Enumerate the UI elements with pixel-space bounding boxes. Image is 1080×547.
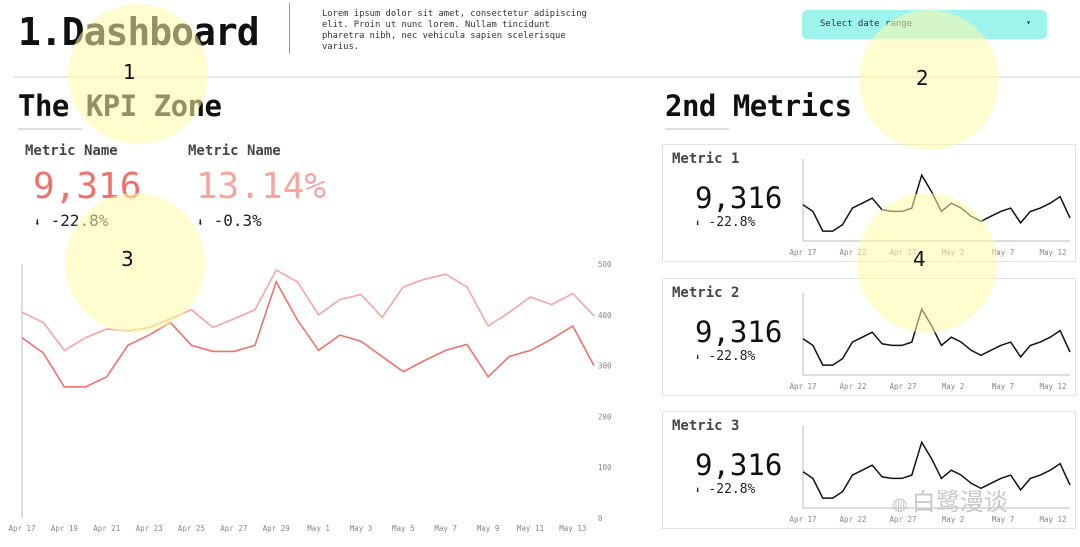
spark-x-tick-label: May 7 <box>992 382 1015 391</box>
header-divider <box>289 3 290 54</box>
spark-series-line <box>802 173 1071 232</box>
series-line-1 <box>21 269 595 352</box>
spark-x-tick-label: Apr 17 <box>789 515 816 524</box>
kpi-section-title: The KPI Zone <box>18 89 222 123</box>
metric-card-2-value: 9,316 <box>695 315 783 349</box>
kpi-metric-2-value: 13.14% <box>196 166 327 207</box>
page-title: 1.Dashboard <box>18 10 260 54</box>
metric-card-3-delta: -22.8% <box>708 482 756 497</box>
series-line-2 <box>21 279 595 388</box>
x-tick-label: May 1 <box>307 524 330 533</box>
x-tick-label: May 11 <box>517 524 544 533</box>
spark-x-tick-label: Apr 27 <box>889 382 916 391</box>
metric-card-1-name: Metric 1 <box>672 151 740 167</box>
wechat-icon: ◍ <box>892 494 908 515</box>
secondary-section-title: 2nd Metrics <box>665 89 852 123</box>
spark-series-line <box>802 440 1071 499</box>
x-tick-label: May 5 <box>392 524 415 533</box>
spark-x-tick-label: May 12 <box>1039 515 1066 524</box>
annotation-label-1: 1 <box>123 60 136 84</box>
metric-card-2-delta-row: ⬇ -22.8% <box>695 349 755 364</box>
down-arrow-icon: ⬇ <box>695 219 701 229</box>
x-tick-label: Apr 19 <box>51 524 78 533</box>
x-tick-label: May 3 <box>350 524 373 533</box>
kpi-metric-2-delta: -0.3% <box>213 211 262 230</box>
y-tick-label: 300 <box>598 362 612 371</box>
spark-x-tick-label: Apr 17 <box>789 382 816 391</box>
x-tick-label: Apr 25 <box>178 524 205 533</box>
spark-x-tick-label: May 2 <box>942 515 965 524</box>
x-tick-label: Apr 27 <box>220 524 247 533</box>
kpi-section-underline <box>18 128 82 130</box>
y-tick-label: 100 <box>598 463 612 472</box>
date-range-select[interactable]: Select date range ▾ <box>802 10 1047 39</box>
spark-x-tick-label: Apr 27 <box>889 515 916 524</box>
metric-card-1-value: 9,316 <box>695 181 783 215</box>
kpi-metric-1-delta-row: ⬇ -22.8% <box>34 211 108 230</box>
down-arrow-icon: ⬇ <box>695 486 701 496</box>
kpi-metric-2-delta-row: ⬇ -0.3% <box>197 211 262 230</box>
metric-card-3-delta-row: ⬇ -22.8% <box>695 482 755 497</box>
down-arrow-icon: ⬇ <box>34 216 41 229</box>
y-tick-label: 200 <box>598 412 612 421</box>
x-tick-label: Apr 17 <box>8 524 35 533</box>
metric-card-1-delta: -22.8% <box>708 215 756 230</box>
down-arrow-icon: ⬇ <box>197 216 204 229</box>
x-tick-label: Apr 21 <box>93 524 120 533</box>
watermark-text: 白鹭漫谈 <box>911 488 1008 516</box>
spark-x-tick-label: May 7 <box>992 515 1015 524</box>
spark-x-tick-label: May 2 <box>942 382 965 391</box>
metric-card-3: Apr 17 Apr 22 Apr 27 May 2 May 7 May 12 Metri… <box>662 411 1076 529</box>
x-tick-label: May 9 <box>477 524 500 533</box>
x-tick-label: May 13 <box>559 524 586 533</box>
kpi-metric-1-name: Metric Name <box>25 143 118 159</box>
date-range-placeholder: Select date range <box>820 19 913 29</box>
watermark: ◍ 白鹭漫谈 <box>892 482 1008 517</box>
metric-card-1-delta-row: ⬇ -22.8% <box>695 215 755 230</box>
annotation-label-4: 4 <box>913 247 926 271</box>
metric-card-2-delta: -22.8% <box>708 349 756 364</box>
metric-card-2-chart: Apr 17 Apr 22 Apr 27 May 2 May 7 May 12 <box>789 293 1071 391</box>
metric-card-2-name: Metric 2 <box>672 285 740 301</box>
down-arrow-icon: ⬇ <box>695 353 701 363</box>
metric-card-3-value: 9,316 <box>695 448 783 482</box>
kpi-metric-2-name: Metric Name <box>188 143 281 159</box>
metric-card-2: Apr 17 Apr 22 Apr 27 May 2 May 7 May 12 Metri… <box>662 278 1076 396</box>
metric-card-3-name: Metric 3 <box>672 418 740 434</box>
y-tick-label: 0 <box>598 514 603 523</box>
spark-series-line <box>802 307 1071 366</box>
spark-x-tick-label: Apr 22 <box>839 382 866 391</box>
spark-x-tick-label: Apr 17 <box>789 248 816 257</box>
header-rule <box>14 76 1080 78</box>
spark-x-tick-label: May 12 <box>1039 248 1066 257</box>
kpi-metric-1-delta: -22.8% <box>50 211 109 230</box>
y-tick-label: 500 <box>598 260 612 269</box>
x-tick-label: Apr 29 <box>263 524 290 533</box>
spark-x-tick-label: Apr 22 <box>839 515 866 524</box>
caret-down-icon: ▾ <box>1026 18 1031 27</box>
kpi-metric-1-value: 9,316 <box>33 166 142 207</box>
kpi-line-chart: 0 100 200 300 400 500 Apr 17 Apr 19 Apr 21 Apr 23… <box>8 260 612 533</box>
spark-x-tick-label: May 12 <box>1039 382 1066 391</box>
metric-card-1: Apr 17 Apr 22 Apr 27 May 2 May 7 May 12 Metri… <box>662 144 1076 262</box>
annotation-label-2: 2 <box>916 66 929 90</box>
x-tick-label: Apr 23 <box>136 524 163 533</box>
page-description: Lorem ipsum dolor sit amet, consectetur … <box>322 9 587 52</box>
metric-card-3-chart: Apr 17 Apr 22 Apr 27 May 2 May 7 May 12 <box>789 426 1071 524</box>
x-tick-label: May 7 <box>434 524 457 533</box>
y-tick-label: 400 <box>598 311 612 320</box>
spark-x-tick-label: May 7 <box>992 248 1015 257</box>
annotation-label-3: 3 <box>121 247 134 271</box>
spark-x-tick-label: Apr 22 <box>839 248 866 257</box>
secondary-section-underline <box>665 128 729 130</box>
spark-x-tick-label: May 2 <box>942 248 965 257</box>
